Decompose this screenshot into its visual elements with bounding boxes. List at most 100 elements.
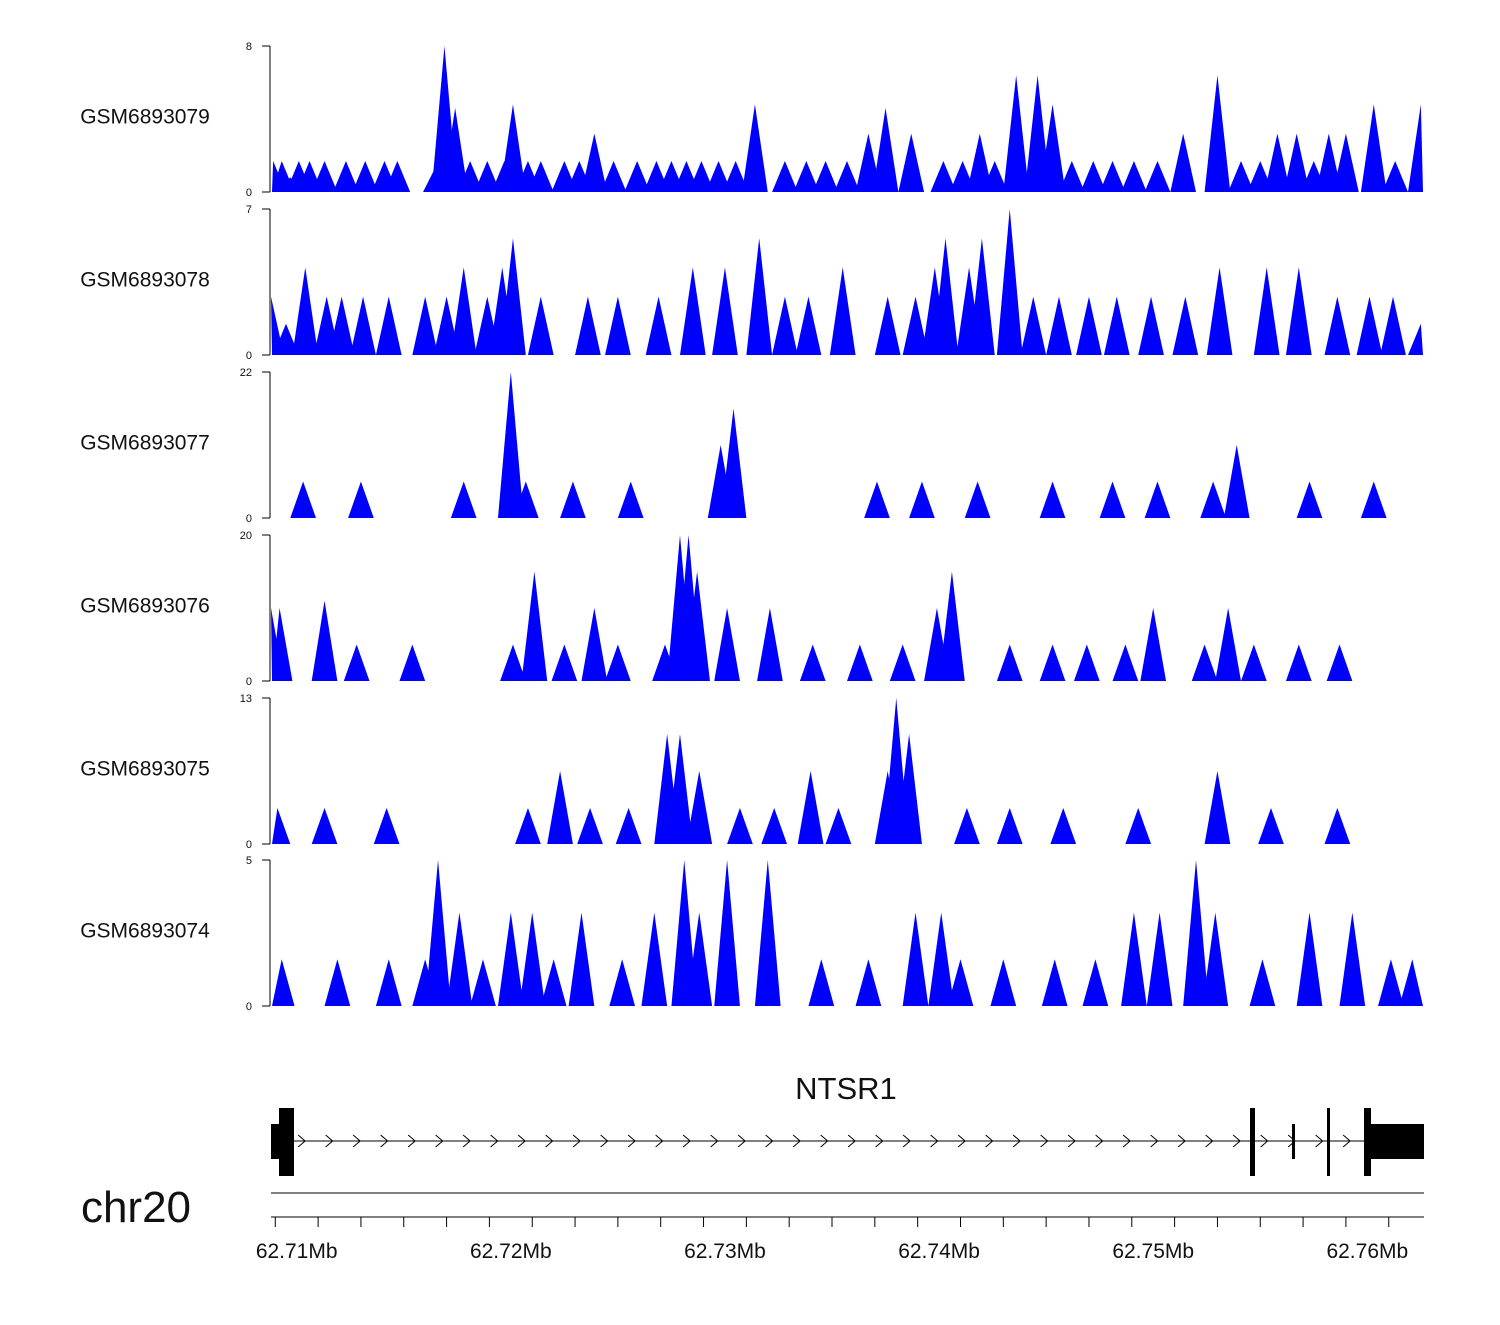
coverage-peak [1024,75,1051,192]
coverage-peak [1138,296,1164,355]
y-axis-min-label: 0 [246,839,252,851]
coverage-peak [497,372,524,518]
strand-arrow [1012,1134,1021,1148]
coverage-peak [834,160,860,192]
strand-arrow [710,1134,719,1148]
coverage-peak [624,160,651,192]
coverage-peak [712,267,738,355]
coverage-peak [1121,160,1147,192]
coverage-peak [757,608,783,681]
coverage-peak [1080,160,1107,192]
coverage-peak [1020,296,1047,355]
coverage-peak [412,296,439,355]
coverage-peak [889,644,916,681]
coverage-peak [272,608,293,681]
coverage-peak [1039,644,1066,681]
gene-exon [1327,1108,1330,1176]
coverage-peak [1144,160,1171,192]
strand-arrow [1122,1134,1131,1148]
coverage-peak [705,160,732,192]
y-axis-min-label: 0 [246,1001,252,1013]
coverage-peak [547,771,573,844]
coverage-peak [272,808,291,844]
gene-exon [1364,1108,1371,1176]
gene-model [271,1108,1424,1176]
coverage-peak [425,860,451,1006]
strand-arrow [847,1134,856,1148]
coverage-peak [996,644,1023,681]
coverage-peak [902,296,929,355]
strand-arrow [1315,1134,1324,1148]
coverage-peak [1200,481,1227,518]
coverage-peak [1183,860,1209,1006]
strand-arrow [765,1134,774,1148]
coverage-peak [560,481,586,518]
coverage-peak [727,808,753,844]
coverage-peak [292,267,319,355]
coverage-peak [1315,133,1342,192]
coverage-peak [742,104,768,192]
coverage-peak [512,481,539,518]
coverage-peak [679,267,706,355]
axis-tick-label: 62.73Mb [684,1240,766,1263]
coverage-peak [1285,644,1312,681]
gene-exon [1292,1124,1295,1159]
coverage-peak [343,644,370,681]
strand-arrow [1205,1134,1214,1148]
y-axis-max-label: 5 [246,855,252,867]
coverage-peak [847,644,873,681]
gene-exon [271,1124,281,1159]
track-GSM6893077: GSM6893077 22 0 [80,367,1387,525]
coverage-peak [615,808,642,844]
coverage-peak [808,959,835,1006]
coverage-peak [1191,644,1218,681]
coverage-peak [754,860,781,1006]
coverage-peak [874,296,901,355]
coverage-peak [1076,296,1102,355]
track-label: GSM6893077 [80,432,210,455]
axis-tick-label: 62.72Mb [470,1240,552,1263]
coverage-peak [793,160,820,192]
coverage-peak [375,296,402,355]
track-label: GSM6893076 [80,595,210,618]
strand-arrow [1040,1134,1049,1148]
coverage-peak [1408,323,1423,355]
strand-arrow [1095,1134,1104,1148]
coverage-peak [1099,160,1126,192]
coverage-peak [928,912,955,1006]
y-axis-max-label: 20 [240,530,252,542]
coverage-peak [1360,481,1387,518]
axis-tick-label: 62.74Mb [898,1240,980,1263]
coverage-peak [1046,296,1072,355]
coverage-peak [1296,481,1323,518]
coverage-peak [667,733,693,844]
y-axis-max-label: 22 [240,367,252,379]
coverage-peak [641,912,668,1006]
coverage-peak [1264,133,1291,192]
coverage-peak [1399,959,1423,1006]
strand-arrow [352,1134,361,1148]
track-GSM6893075: GSM6893075 13 0 [80,693,1351,851]
coverage-peak [1204,771,1231,844]
coverage-peak [375,959,402,1006]
y-axis-min-label: 0 [246,350,252,362]
coverage-peak [1382,160,1409,192]
coverage-peak [350,296,376,355]
coverage-peak [1258,808,1284,844]
coverage-peak [273,323,299,355]
coverage-tracks: GSM689307980GSM689307870GSM6893077220GSM… [80,41,1423,1013]
coverage-peak [1380,296,1406,355]
coverage-peak [450,267,477,355]
coverage-peak [954,808,980,844]
coverage-peak [311,160,338,192]
strand-arrow [380,1134,389,1148]
coverage-peak [575,296,601,355]
coverage-peak [1082,959,1109,1006]
coverage-peak [577,808,603,844]
coverage-peak [1146,912,1173,1006]
coverage-peak [825,808,852,844]
strand-arrow [627,1134,636,1148]
coverage-peak [1240,644,1267,681]
coverage-peak [1144,481,1171,518]
strand-arrow [407,1134,416,1148]
